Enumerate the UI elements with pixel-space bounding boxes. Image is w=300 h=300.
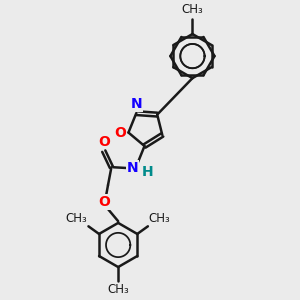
Text: O: O [115, 126, 126, 140]
Text: CH₃: CH₃ [149, 212, 170, 226]
Text: O: O [98, 135, 110, 148]
Text: N: N [127, 161, 138, 175]
Text: CH₃: CH₃ [107, 283, 129, 296]
Text: CH₃: CH₃ [182, 3, 203, 16]
Text: CH₃: CH₃ [66, 212, 88, 226]
Text: N: N [130, 97, 142, 111]
Text: O: O [99, 195, 110, 209]
Text: H: H [142, 164, 154, 178]
